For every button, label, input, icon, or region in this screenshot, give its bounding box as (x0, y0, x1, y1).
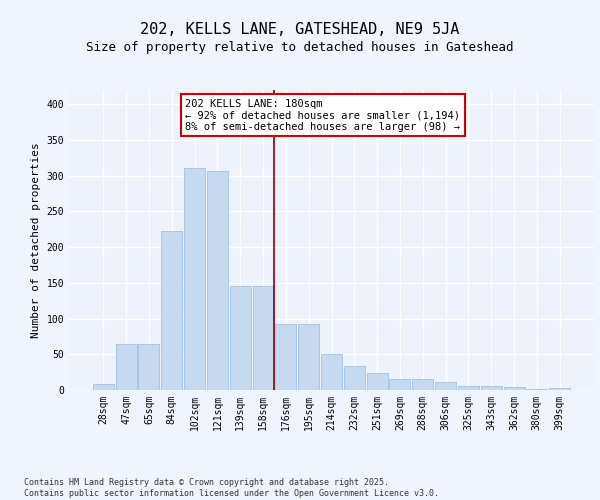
Bar (367, 373, 388, 390)
Bar (184, 168, 205, 390)
Bar (321, 354, 342, 390)
Bar (139, 344, 160, 390)
Y-axis label: Number of detached properties: Number of detached properties (31, 142, 41, 338)
Bar (275, 324, 296, 390)
Bar (207, 172, 228, 390)
Bar (503, 387, 524, 390)
Bar (298, 324, 319, 390)
Bar (458, 386, 479, 390)
Bar (549, 388, 570, 390)
Bar (116, 344, 137, 390)
Text: Size of property relative to detached houses in Gateshead: Size of property relative to detached ho… (86, 41, 514, 54)
Bar (435, 382, 456, 390)
Bar (389, 378, 410, 390)
Text: 202, KELLS LANE, GATESHEAD, NE9 5JA: 202, KELLS LANE, GATESHEAD, NE9 5JA (140, 22, 460, 38)
Text: 202 KELLS LANE: 180sqm
← 92% of detached houses are smaller (1,194)
8% of semi-d: 202 KELLS LANE: 180sqm ← 92% of detached… (185, 98, 460, 132)
Bar (230, 286, 251, 390)
Bar (253, 286, 274, 390)
Bar (481, 386, 502, 390)
Bar (344, 366, 365, 390)
Bar (161, 232, 182, 390)
Bar (93, 384, 114, 390)
Bar (526, 388, 547, 390)
Text: Contains HM Land Registry data © Crown copyright and database right 2025.
Contai: Contains HM Land Registry data © Crown c… (24, 478, 439, 498)
Bar (412, 380, 433, 390)
